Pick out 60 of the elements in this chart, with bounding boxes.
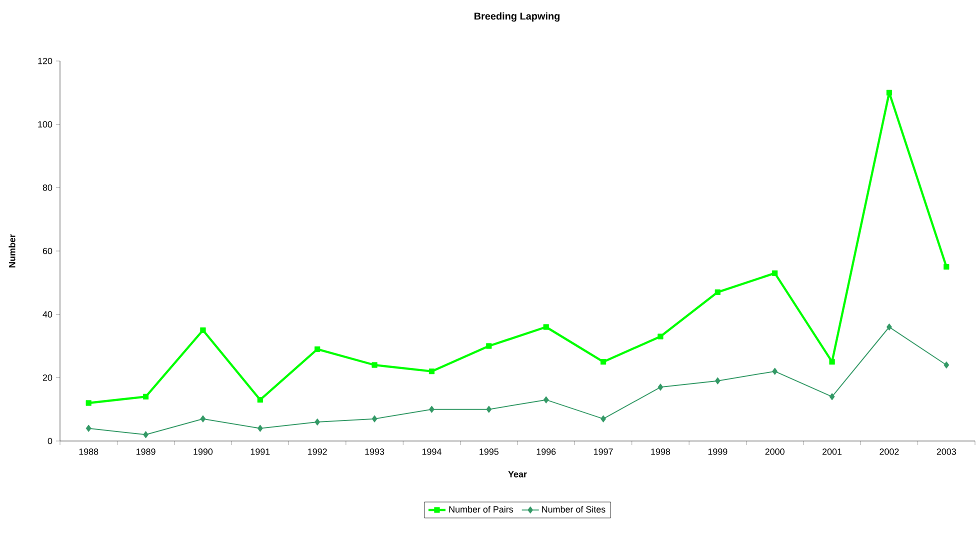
point: [486, 406, 492, 413]
x-tick-label: 1994: [422, 448, 442, 455]
y-tick-label: 0: [48, 438, 52, 444]
point: [543, 396, 549, 404]
y-tick-label: 80: [42, 184, 52, 191]
point: [886, 90, 892, 96]
x-tick-label: 2001: [822, 448, 842, 455]
point: [200, 415, 206, 422]
x-tick-label: 1992: [308, 448, 327, 455]
point: [428, 406, 434, 413]
x-tick-label: 1988: [79, 448, 98, 455]
point: [486, 343, 492, 349]
x-tick-label: 2002: [880, 448, 899, 455]
x-tick-label: 1990: [194, 448, 213, 455]
y-tick-label: 20: [42, 374, 52, 381]
point: [86, 400, 92, 406]
point: [829, 359, 835, 365]
point: [86, 424, 92, 432]
point: [772, 270, 778, 276]
point: [600, 415, 606, 422]
point: [372, 362, 378, 368]
point: [886, 323, 892, 331]
x-tick-label: 1998: [651, 448, 670, 455]
x-tick-label: 1999: [708, 448, 728, 455]
x-axis-title: Year: [508, 471, 527, 478]
point: [829, 393, 835, 400]
x-tick-label: 1993: [365, 448, 384, 455]
x-tick-label: 1995: [480, 448, 499, 455]
x-tick-label: 2000: [765, 448, 784, 455]
point: [142, 394, 149, 400]
y-tick-label: 40: [42, 311, 52, 318]
x-tick-label: 1989: [136, 448, 156, 455]
point: [428, 368, 435, 374]
x-tick-label: 1996: [536, 448, 556, 455]
legend-label: Number of Sites: [542, 506, 606, 513]
point: [714, 377, 720, 384]
x-tick-label: 1991: [250, 448, 270, 455]
y-tick-label: 100: [38, 121, 52, 128]
point: [944, 361, 950, 369]
point: [772, 368, 778, 375]
legend-label: Number of Pairs: [449, 506, 514, 513]
y-axis-title: Number: [8, 234, 16, 268]
chart-title: Breeding Lapwing: [474, 12, 560, 22]
point: [543, 324, 549, 330]
point: [944, 264, 950, 270]
point: [200, 327, 206, 333]
x-tick-label: 2003: [936, 448, 956, 455]
point: [658, 334, 664, 340]
point: [600, 359, 606, 365]
point: [257, 424, 263, 432]
point: [314, 346, 320, 352]
point: [143, 431, 149, 438]
y-tick-label: 60: [42, 248, 52, 254]
point: [714, 289, 720, 295]
y-tick-label: 120: [38, 58, 52, 64]
point: [658, 384, 664, 391]
point: [257, 397, 263, 403]
point: [314, 418, 320, 426]
x-tick-label: 1997: [594, 448, 613, 455]
point: [372, 415, 378, 422]
